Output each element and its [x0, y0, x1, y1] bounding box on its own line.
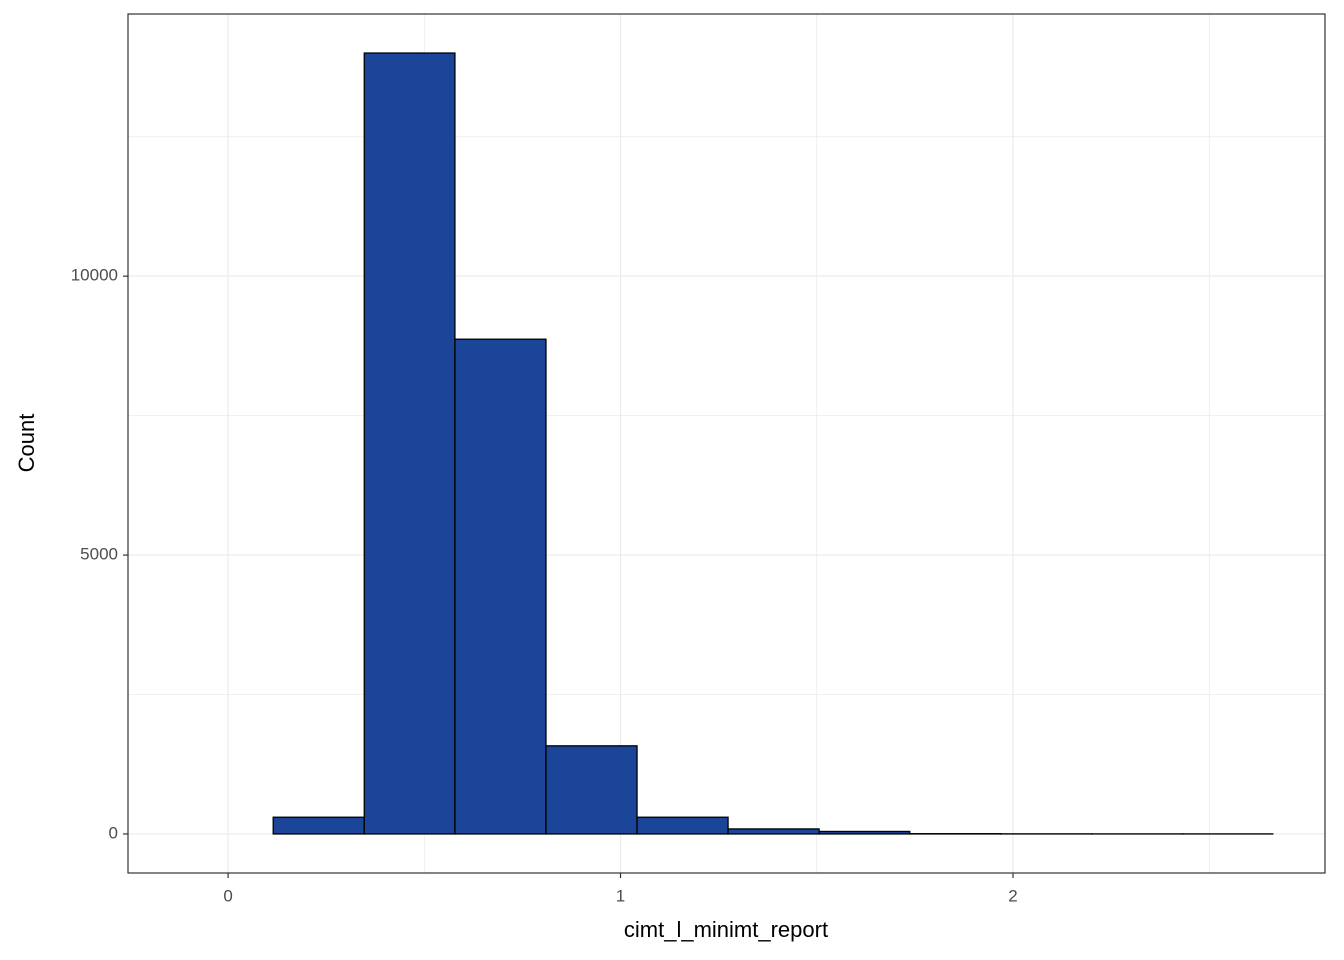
x-tick-label: 0 [223, 886, 232, 905]
y-tick-label: 0 [109, 823, 118, 842]
x-tick-label: 1 [616, 886, 625, 905]
panel [128, 14, 1325, 873]
bar [636, 816, 729, 835]
bar [272, 816, 365, 835]
bar [363, 52, 456, 835]
x-tick-label: 2 [1008, 886, 1017, 905]
y-tick-label: 10000 [71, 266, 118, 285]
x-axis-title: cimt_l_minimt_report [624, 917, 828, 942]
y-tick-label: 5000 [80, 545, 118, 564]
y-axis-title: Count [14, 414, 39, 473]
panel-border [127, 13, 1326, 874]
bar [818, 830, 911, 835]
bar [545, 745, 638, 835]
bar [727, 828, 820, 835]
bar [454, 338, 547, 835]
bars [272, 52, 1274, 835]
